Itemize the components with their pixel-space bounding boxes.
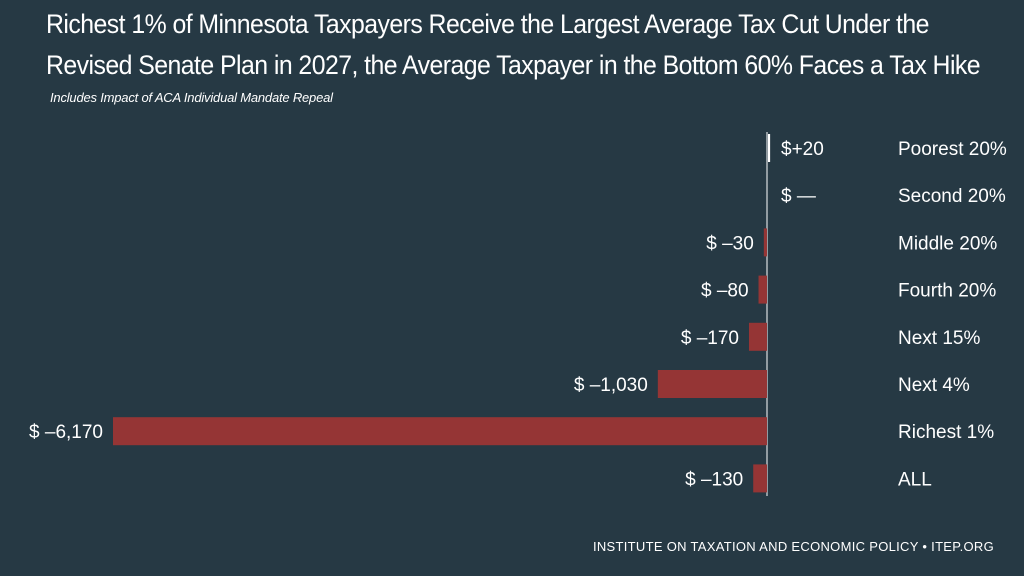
chart-subtitle: Includes Impact of ACA Individual Mandat… xyxy=(50,90,333,105)
category-label-1: Second 20% xyxy=(898,186,1006,207)
bar-3 xyxy=(758,275,767,304)
value-label-4: $ –170 xyxy=(681,328,739,349)
bar-0 xyxy=(768,134,771,162)
category-label-7: ALL xyxy=(898,469,932,490)
bar-2 xyxy=(763,228,767,257)
category-label-6: Richest 1% xyxy=(898,422,994,443)
bar-4 xyxy=(748,322,767,351)
value-label-6: $ –6,170 xyxy=(29,422,103,443)
value-label-0: $+20 xyxy=(781,139,824,160)
value-label-1: $ — xyxy=(781,186,816,207)
value-label-5: $ –1,030 xyxy=(574,375,648,396)
category-label-0: Poorest 20% xyxy=(898,139,1007,160)
value-label-7: $ –130 xyxy=(685,469,743,490)
chart-title-line-2: Revised Senate Plan in 2027, the Average… xyxy=(46,50,981,80)
source-credit: INSTITUTE ON TAXATION AND ECONOMIC POLIC… xyxy=(592,539,994,554)
value-label-2: $ –30 xyxy=(706,233,754,254)
category-label-2: Middle 20% xyxy=(898,233,997,254)
chart-title-line-1: Richest 1% of Minnesota Taxpayers Receiv… xyxy=(46,9,929,39)
bar-7 xyxy=(753,464,767,493)
bar-5 xyxy=(657,370,767,398)
category-label-4: Next 15% xyxy=(898,328,980,349)
bar-6 xyxy=(113,417,767,446)
category-label-5: Next 4% xyxy=(898,375,970,396)
chart-title: Richest 1% of Minnesota Taxpayers Receiv… xyxy=(46,4,981,86)
category-label-3: Fourth 20% xyxy=(898,281,996,302)
value-label-3: $ –80 xyxy=(701,281,749,302)
